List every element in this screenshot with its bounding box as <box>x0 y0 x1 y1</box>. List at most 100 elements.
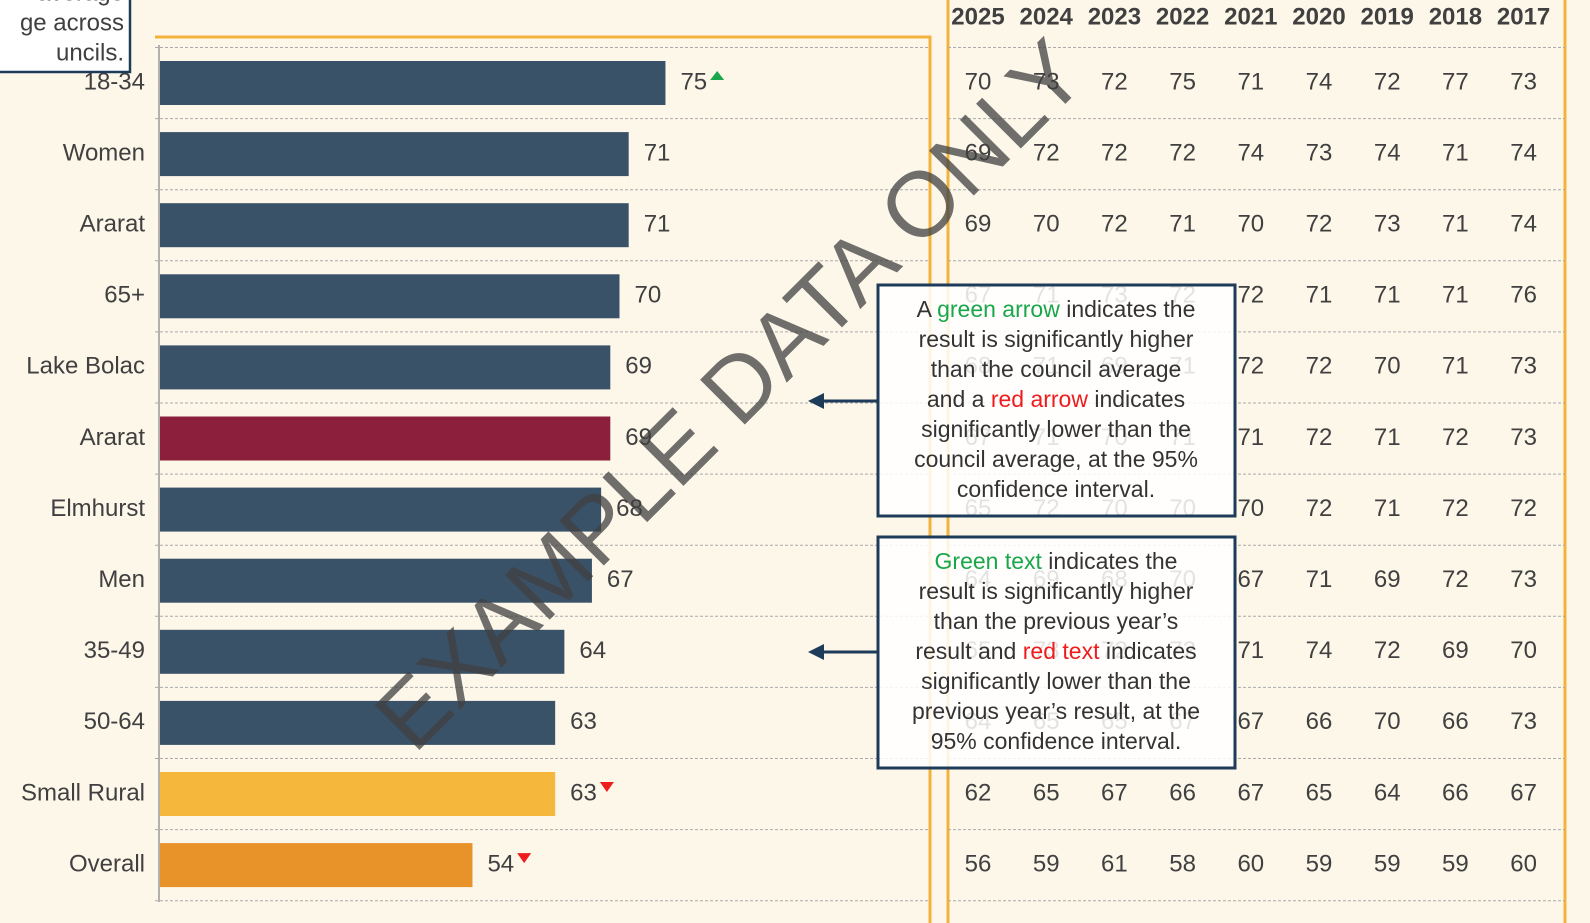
legend-text: average <box>37 0 124 6</box>
column-header: 2018 <box>1429 3 1482 30</box>
category-label: 35-49 <box>84 637 145 664</box>
callout-text: result and <box>915 638 1022 664</box>
table-cell: 65 <box>1306 779 1333 806</box>
table-cell: 61 <box>1101 850 1128 877</box>
callout-line: than the previous year’s <box>934 608 1179 634</box>
table-cell: 71 <box>1442 353 1469 380</box>
table-cell: 69 <box>965 211 992 238</box>
callout-box <box>876 535 1237 770</box>
table-cell: 59 <box>1033 850 1060 877</box>
callout-box <box>876 283 1237 518</box>
table-cell: 59 <box>1442 850 1469 877</box>
table-cell: 71 <box>1374 282 1401 309</box>
table-cell: 62 <box>965 779 992 806</box>
table-cell: 77 <box>1442 68 1469 95</box>
table-cell: 67 <box>1237 779 1264 806</box>
callout-line: significantly lower than the <box>921 416 1191 442</box>
column-header: 2020 <box>1292 3 1345 30</box>
category-label: Ararat <box>80 424 146 451</box>
callout-text: Green text <box>935 548 1043 574</box>
callout-line: 95% confidence interval. <box>931 728 1182 754</box>
category-label: 50-64 <box>84 708 145 735</box>
table-cell: 60 <box>1510 850 1537 877</box>
callout-line: result is significantly higher <box>919 326 1194 352</box>
table-cell: 59 <box>1374 850 1401 877</box>
table-cell: 72 <box>1169 139 1196 166</box>
table-cell: 66 <box>1442 779 1469 806</box>
table-cell: 70 <box>1237 211 1264 238</box>
value-label: 63 <box>570 708 597 735</box>
value-label: 63 <box>570 779 597 806</box>
table-cell: 73 <box>1510 68 1537 95</box>
table-cell: 69 <box>1442 637 1469 664</box>
table-cell: 72 <box>1442 566 1469 593</box>
callout-text: confidence interval. <box>957 476 1155 502</box>
callout-line: A green arrow indicates the <box>917 296 1196 322</box>
value-label: 67 <box>607 566 634 593</box>
value-label: 75 <box>680 68 707 95</box>
table-cell: 73 <box>1510 566 1537 593</box>
callout-text: than the previous year’s <box>934 608 1179 634</box>
table-cell: 71 <box>1442 282 1469 309</box>
table-cell: 72 <box>1510 495 1537 522</box>
table-cell: 72 <box>1306 424 1333 451</box>
column-header: 2022 <box>1156 3 1209 30</box>
bar <box>160 132 629 177</box>
callout-text: indicates the <box>1060 296 1196 322</box>
table-cell: 73 <box>1510 353 1537 380</box>
table-cell: 66 <box>1169 779 1196 806</box>
table-cell: 70 <box>965 68 992 95</box>
bar <box>160 345 611 390</box>
column-header: 2025 <box>951 3 1004 30</box>
down-arrow <box>599 782 614 792</box>
category-label: Lake Bolac <box>26 353 145 380</box>
table-cell: 67 <box>1101 779 1128 806</box>
callout-text: council average, at the 95% <box>914 446 1198 472</box>
table-cell: 71 <box>1306 566 1333 593</box>
category-label: 65+ <box>104 282 145 309</box>
category-label: Men <box>98 566 145 593</box>
table-cell: 66 <box>1306 708 1333 735</box>
callout-text: indicates <box>1099 638 1196 664</box>
table-cell: 71 <box>1442 211 1469 238</box>
table-cell: 73 <box>1510 424 1537 451</box>
table-cell: 60 <box>1237 850 1264 877</box>
legend-text: uncils. <box>56 39 124 66</box>
callout-text: significantly lower than the <box>921 668 1191 694</box>
category-label: Small Rural <box>21 779 145 806</box>
callout-text: indicates <box>1088 386 1185 412</box>
callout-arrowhead <box>808 393 824 409</box>
callout-line: result is significantly higher <box>919 578 1194 604</box>
table-cell: 70 <box>1374 353 1401 380</box>
callout-line: previous year’s result, at the <box>912 698 1200 724</box>
bar <box>160 274 620 319</box>
callout-line: council average, at the 95% <box>914 446 1198 472</box>
table-cell: 59 <box>1306 850 1333 877</box>
table-cell: 67 <box>1237 566 1264 593</box>
value-label: 69 <box>625 353 652 380</box>
bar <box>160 558 592 603</box>
table-cell: 74 <box>1306 637 1333 664</box>
column-header: 2017 <box>1497 3 1550 30</box>
bar <box>160 700 556 745</box>
value-label: 69 <box>625 424 652 451</box>
table-cell: 71 <box>1374 424 1401 451</box>
callout-line: Green text indicates the <box>935 548 1178 574</box>
table-cell: 67 <box>1237 708 1264 735</box>
bar <box>160 416 611 461</box>
category-label: Elmhurst <box>50 495 145 522</box>
value-label: 71 <box>644 211 671 238</box>
table-cell: 72 <box>1033 139 1060 166</box>
table-cell: 74 <box>1510 139 1537 166</box>
bar <box>160 629 565 674</box>
callout-text: than the council average <box>931 356 1182 382</box>
table-cell: 70 <box>1374 708 1401 735</box>
callout-arrowhead <box>808 644 824 660</box>
down-arrow <box>517 853 532 864</box>
table-cell: 72 <box>1101 68 1128 95</box>
value-label: 64 <box>579 637 606 664</box>
category-label: Ararat <box>80 211 146 238</box>
table-cell: 71 <box>1237 424 1264 451</box>
